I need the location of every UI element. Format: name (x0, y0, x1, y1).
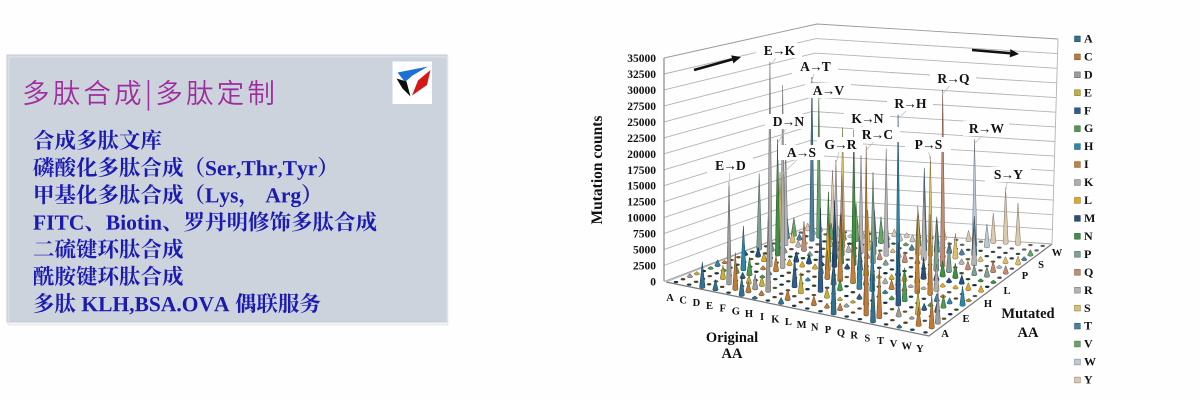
svg-text:C: C (679, 296, 687, 307)
svg-text:30000: 30000 (627, 85, 656, 97)
svg-text:A→S: A→S (787, 145, 816, 160)
svg-text:R: R (850, 331, 858, 342)
svg-text:S: S (1084, 301, 1091, 315)
svg-text:H: H (984, 299, 992, 310)
svg-text:E→K: E→K (764, 43, 796, 58)
svg-text:Mutated: Mutated (1001, 306, 1054, 322)
svg-text:R→W: R→W (969, 121, 1005, 136)
svg-text:20000: 20000 (627, 149, 656, 161)
svg-text:D→N: D→N (773, 114, 805, 129)
svg-text:10000: 10000 (627, 213, 656, 225)
svg-text:15000: 15000 (627, 181, 656, 193)
svg-text:Y: Y (916, 344, 924, 355)
svg-text:R→H: R→H (894, 96, 927, 111)
svg-text:5000: 5000 (633, 245, 656, 257)
svg-text:I: I (760, 312, 764, 323)
svg-text:D: D (693, 298, 701, 309)
svg-text:R: R (1084, 283, 1093, 297)
svg-text:E: E (962, 314, 969, 325)
svg-text:T: T (1084, 319, 1092, 333)
svg-text:32500: 32500 (627, 69, 656, 81)
svg-text:E→D: E→D (715, 158, 746, 173)
svg-text:2500: 2500 (633, 261, 656, 273)
svg-text:Q: Q (837, 328, 845, 339)
svg-text:K: K (1084, 175, 1094, 189)
svg-text:Q: Q (1084, 265, 1093, 279)
svg-text:A: A (1084, 32, 1093, 46)
svg-text:12500: 12500 (627, 197, 656, 209)
svg-text:P: P (1022, 271, 1029, 282)
svg-text:T: T (877, 336, 884, 347)
svg-text:H: H (745, 309, 753, 320)
svg-text:L: L (785, 317, 792, 328)
svg-text:K: K (771, 314, 780, 325)
svg-text:F: F (719, 304, 725, 315)
svg-text:0: 0 (650, 277, 656, 289)
svg-text:35000: 35000 (627, 53, 656, 65)
svg-text:W: W (1052, 248, 1063, 259)
svg-text:AA: AA (1018, 325, 1039, 341)
svg-text:P→S: P→S (915, 137, 942, 152)
svg-text:S: S (1038, 260, 1044, 271)
svg-text:A→V: A→V (813, 83, 845, 98)
svg-text:H: H (1084, 139, 1094, 153)
svg-text:E: E (706, 301, 713, 312)
svg-text:Mutation counts: Mutation counts (589, 116, 606, 225)
svg-text:K→N: K→N (851, 111, 883, 126)
svg-text:AA: AA (722, 346, 743, 362)
svg-text:W: W (902, 341, 913, 352)
svg-text:A: A (941, 329, 949, 340)
svg-text:R→C: R→C (862, 127, 893, 142)
svg-text:27500: 27500 (627, 101, 656, 113)
svg-text:F: F (1084, 103, 1091, 117)
svg-text:Original: Original (706, 330, 758, 346)
svg-text:25000: 25000 (627, 117, 656, 129)
svg-text:E: E (1084, 85, 1092, 99)
svg-text:M: M (797, 320, 807, 331)
svg-text:D: D (1084, 67, 1093, 81)
svg-text:I: I (1084, 157, 1089, 171)
svg-text:P: P (825, 325, 832, 336)
svg-text:22500: 22500 (627, 133, 656, 145)
svg-text:17500: 17500 (627, 165, 656, 177)
svg-text:M: M (1084, 211, 1095, 225)
svg-text:S→Y: S→Y (994, 167, 1023, 182)
svg-text:V: V (1084, 337, 1093, 351)
svg-text:G→R: G→R (824, 137, 856, 152)
svg-text:N: N (1084, 229, 1093, 243)
svg-text:L: L (1084, 193, 1092, 207)
svg-text:P: P (1084, 247, 1091, 261)
svg-text:R→Q: R→Q (937, 71, 969, 86)
svg-text:L: L (1003, 286, 1010, 297)
svg-text:G: G (1084, 121, 1093, 135)
svg-text:Y: Y (1084, 373, 1093, 387)
svg-text:A: A (666, 293, 674, 304)
svg-text:V: V (890, 339, 898, 350)
svg-text:7500: 7500 (633, 229, 656, 241)
svg-text:A→T: A→T (800, 59, 831, 74)
svg-text:C: C (1084, 50, 1093, 64)
svg-text:N: N (811, 323, 819, 334)
svg-text:S: S (864, 333, 870, 344)
svg-text:G: G (732, 306, 740, 317)
svg-text:W: W (1084, 355, 1096, 369)
